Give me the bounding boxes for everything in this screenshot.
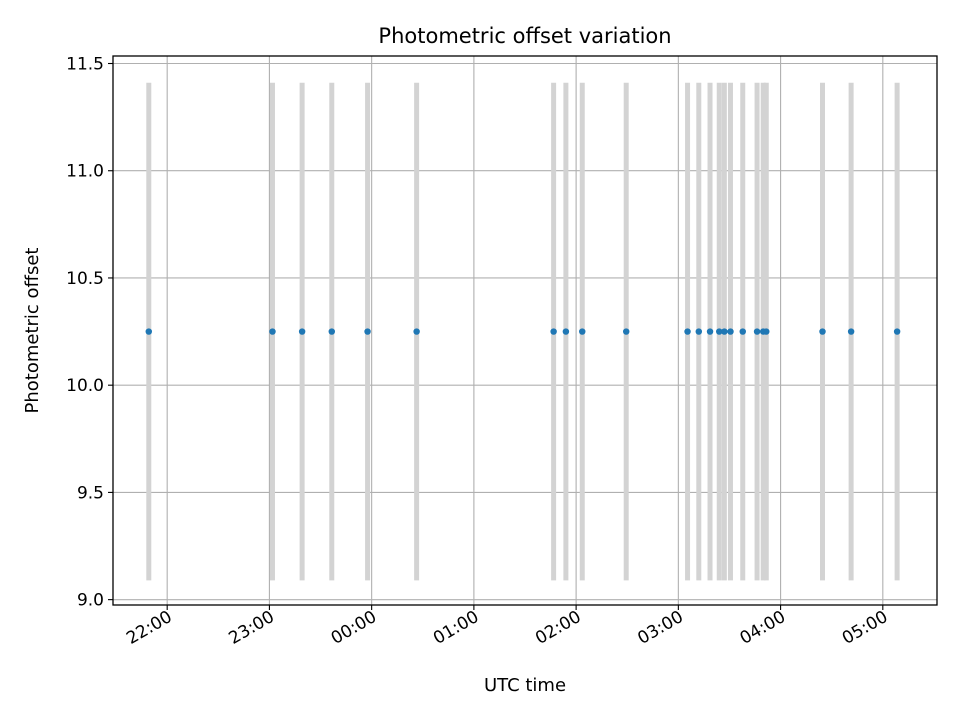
data-point [819, 328, 826, 335]
data-point [695, 328, 702, 335]
data-point [753, 328, 761, 335]
x-tick-label: 03:00 [634, 607, 686, 649]
y-axis-label: Photometric offset [22, 248, 43, 414]
y-tick-label: 10.5 [66, 269, 104, 289]
y-tick-label: 9.5 [77, 483, 104, 503]
x-tick-label: 02:00 [532, 607, 584, 649]
x-tick-label: 04:00 [737, 607, 789, 649]
data-point [684, 328, 691, 335]
data-point [579, 328, 586, 335]
x-tick-label: 01:00 [430, 607, 482, 649]
data-point [716, 328, 723, 335]
plot-frame [112, 55, 938, 606]
y-tick-label: 11.0 [66, 162, 104, 182]
data-point [739, 328, 746, 335]
data-points [145, 328, 901, 335]
chart-title: Photometric offset variation [378, 24, 671, 48]
data-point [763, 328, 770, 335]
data-point [413, 328, 420, 335]
x-axis-label: UTC time [484, 675, 566, 696]
data-point [550, 328, 557, 335]
data-point [721, 328, 728, 335]
data-point [893, 328, 901, 335]
x-tick-label: 05:00 [839, 607, 891, 649]
x-tick-label: 00:00 [328, 607, 380, 649]
x-tick-label: 23:00 [225, 607, 277, 649]
data-point [364, 328, 371, 335]
data-point [706, 328, 714, 335]
y-tick-label: 9.0 [77, 591, 104, 611]
data-point [145, 328, 152, 335]
data-point [727, 328, 734, 335]
error-bars [146, 82, 900, 581]
y-tick-label: 11.5 [66, 55, 104, 75]
data-point [298, 328, 306, 335]
data-point [847, 328, 855, 335]
y-tick-label: 10.0 [66, 376, 104, 396]
data-point [328, 328, 335, 335]
data-point [623, 328, 630, 335]
grid-layer [113, 56, 937, 605]
data-point [269, 328, 276, 335]
x-tick-label: 22:00 [123, 607, 175, 649]
data-point [562, 328, 570, 335]
